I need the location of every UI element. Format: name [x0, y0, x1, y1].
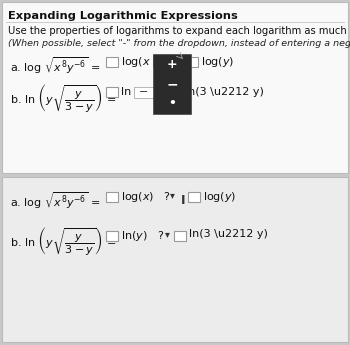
Text: b. ln $\left(y\sqrt{\dfrac{y}{3-y}}\right)$ =: b. ln $\left(y\sqrt{\dfrac{y}{3-y}}\righ…	[10, 225, 117, 258]
Bar	[134, 87, 160, 98]
Text: (When possible, select "-" from the dropdown, instead of entering a negative num: (When possible, select "-" from the drop…	[8, 39, 350, 48]
Text: ✓ ?: ✓ ?	[159, 56, 177, 66]
Text: log($x$)   ?: log($x$) ?	[121, 190, 171, 204]
Text: ▾: ▾	[170, 190, 175, 200]
Bar	[106, 57, 118, 67]
Text: Use the properties of logarithms to expand each logarithm as much as possible.: Use the properties of logarithms to expa…	[8, 26, 350, 36]
Text: −: −	[166, 77, 178, 91]
Text: ln: ln	[121, 87, 131, 97]
Bar	[2, 177, 348, 342]
Text: •: •	[168, 98, 176, 110]
Bar	[174, 231, 186, 241]
Text: ln(3 \u2212 y): ln(3 \u2212 y)	[185, 87, 264, 97]
Bar	[106, 87, 118, 97]
Text: +: +	[167, 58, 177, 70]
Bar	[2, 2, 348, 173]
Text: log($y$): log($y$)	[201, 55, 234, 69]
Text: ln($y$)   ?: ln($y$) ?	[121, 229, 164, 243]
Text: b. ln $\left(y\sqrt{\dfrac{y}{3-y}}\right)$ =: b. ln $\left(y\sqrt{\dfrac{y}{3-y}}\righ…	[10, 82, 117, 115]
Bar	[170, 87, 182, 97]
Text: ▾: ▾	[154, 89, 158, 95]
Text: Expanding Logarithmic Expressions: Expanding Logarithmic Expressions	[8, 11, 238, 21]
Bar	[153, 55, 183, 68]
Text: a. log $\sqrt{x^8y^{-6}}$ =: a. log $\sqrt{x^8y^{-6}}$ =	[10, 55, 100, 76]
Text: I: I	[181, 194, 186, 207]
Text: ▾: ▾	[163, 87, 167, 96]
Bar	[153, 54, 191, 114]
Bar	[106, 192, 118, 202]
Text: ▾: ▾	[165, 229, 170, 239]
Text: ln(3 \u2212 y): ln(3 \u2212 y)	[189, 229, 268, 239]
Text: log($y$): log($y$)	[203, 190, 236, 204]
Bar	[188, 192, 200, 202]
Text: a. log $\sqrt{x^8y^{-6}}$ =: a. log $\sqrt{x^8y^{-6}}$ =	[10, 190, 100, 211]
Bar	[106, 231, 118, 241]
Text: log($x$: log($x$	[121, 55, 151, 69]
Text: −: −	[139, 87, 149, 97]
Bar	[186, 57, 198, 67]
